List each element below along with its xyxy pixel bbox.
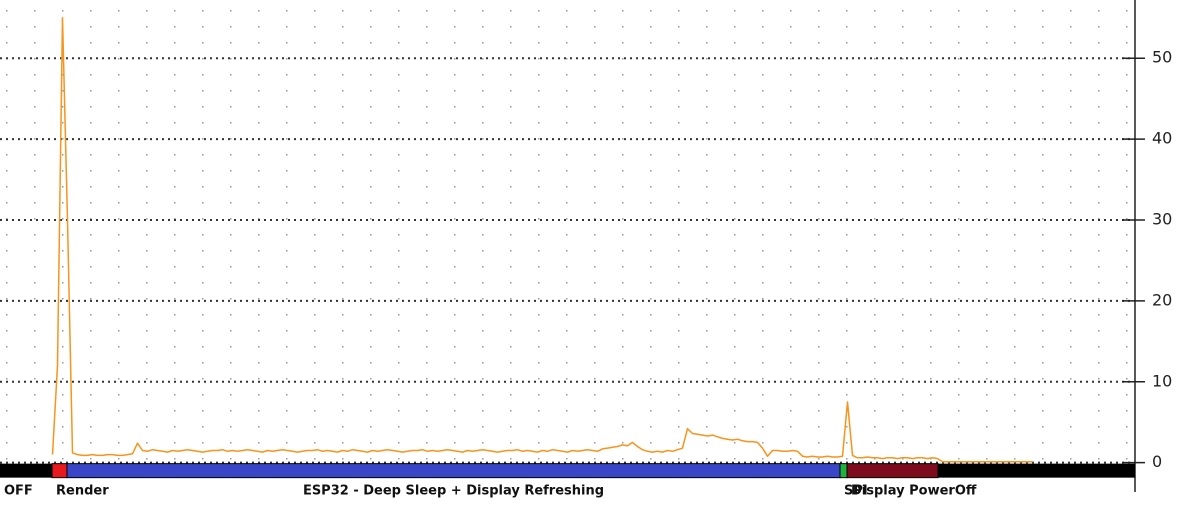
y-tick-label: 50 <box>1152 48 1172 67</box>
phase-label: OFF <box>4 484 33 499</box>
y-tick-label: 0 <box>1152 452 1162 471</box>
phase-bar <box>846 463 939 479</box>
y-tick-label: 20 <box>1152 290 1172 309</box>
dot-grid <box>0 0 1135 462</box>
phase-bar <box>0 463 52 478</box>
phase-bar <box>66 463 841 479</box>
data-line <box>51 17 1033 463</box>
phase-label: Render <box>56 484 109 499</box>
y-tick-label: 30 <box>1152 210 1172 229</box>
phase-bar <box>938 463 1135 478</box>
phase-label: Display PowerOff <box>851 484 977 499</box>
phase-label: ESP32 - Deep Sleep + Display Refreshing <box>303 484 604 499</box>
y-tick-label: 10 <box>1152 371 1172 390</box>
y-tick-label: 40 <box>1152 129 1172 148</box>
phase-bar <box>839 463 848 479</box>
phase-label: SPI <box>844 484 868 499</box>
phase-bar <box>51 463 68 479</box>
